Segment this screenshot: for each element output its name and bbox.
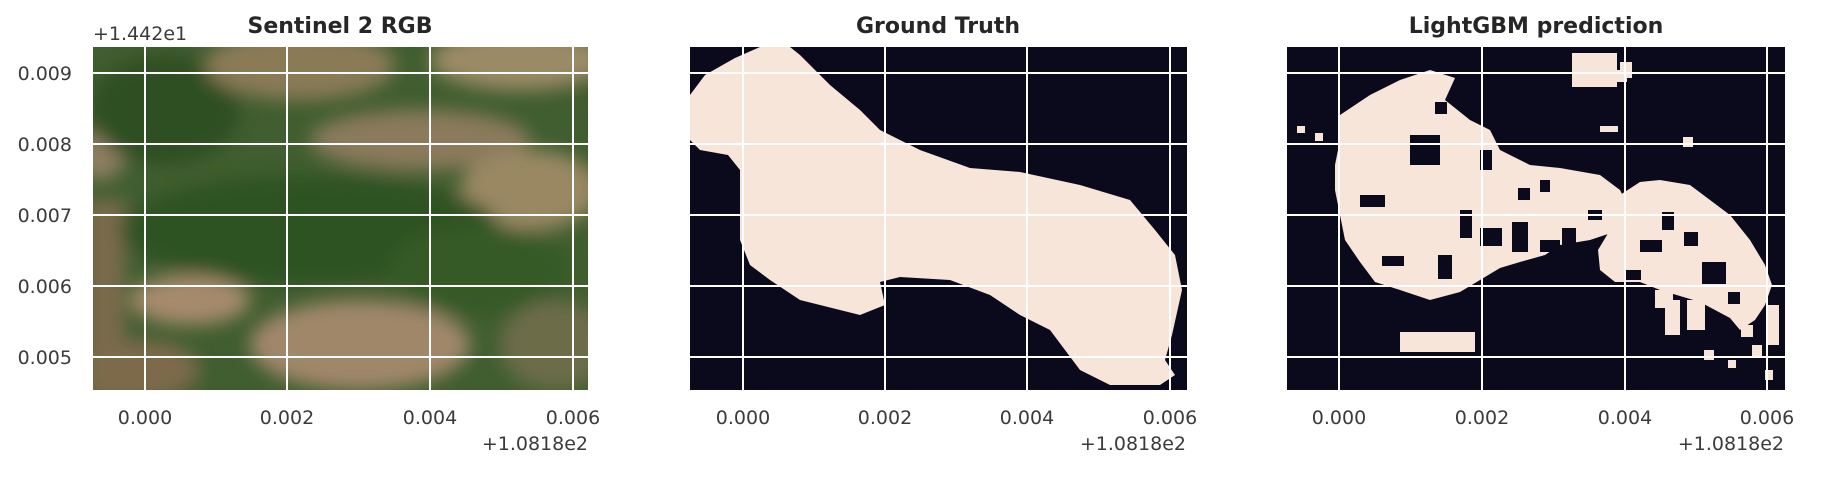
y-axis-ticks: 0.009 0.008 0.007 0.006 0.005 [18,63,72,369]
x-tick-label: 0.000 [1312,407,1366,429]
x-tick-label: 0.002 [1455,407,1509,429]
x-offset-label: +1.0818e2 [1678,433,1784,455]
x-axis-ticks: 0.000 0.002 0.004 0.006 +1.0818e2 [118,407,600,455]
x-tick-label: 0.004 [1598,407,1652,429]
satellite-image [93,47,588,390]
grid-lines [690,47,1187,390]
x-offset-label: +1.0818e2 [1080,433,1186,455]
x-tick-label: 0.002 [260,407,314,429]
panel-title: Sentinel 2 RGB [247,14,432,39]
panel-sentinel-rgb: Sentinel 2 RGB +1.442e1 [18,14,601,455]
x-tick-label: 0.004 [1000,407,1054,429]
grid-lines [1287,47,1785,390]
y-tick-label: 0.009 [18,63,72,85]
ground-truth-mask [690,47,1187,390]
x-tick-label: 0.004 [403,407,457,429]
x-offset-label: +1.0818e2 [482,433,588,455]
panel-lightgbm-prediction: LightGBM prediction [1287,14,1794,455]
x-tick-label: 0.006 [546,407,600,429]
panel-ground-truth: Ground Truth 0.000 0.002 0.004 0.006 +1.… [690,14,1197,455]
y-tick-label: 0.006 [18,276,72,298]
y-tick-label: 0.007 [18,205,72,227]
grid-lines [93,47,588,390]
panel-title: Ground Truth [856,14,1020,39]
x-tick-label: 0.002 [858,407,912,429]
prediction-mask [1287,47,1785,390]
x-tick-label: 0.006 [1740,407,1794,429]
y-tick-label: 0.005 [18,347,72,369]
panel-title: LightGBM prediction [1409,14,1664,39]
x-axis-ticks: 0.000 0.002 0.004 0.006 +1.0818e2 [1312,407,1794,455]
y-tick-label: 0.008 [18,134,72,156]
x-axis-ticks: 0.000 0.002 0.004 0.006 +1.0818e2 [716,407,1197,455]
x-tick-label: 0.000 [716,407,770,429]
x-tick-label: 0.000 [118,407,172,429]
x-tick-label: 0.006 [1143,407,1197,429]
y-offset-label: +1.442e1 [93,23,187,45]
